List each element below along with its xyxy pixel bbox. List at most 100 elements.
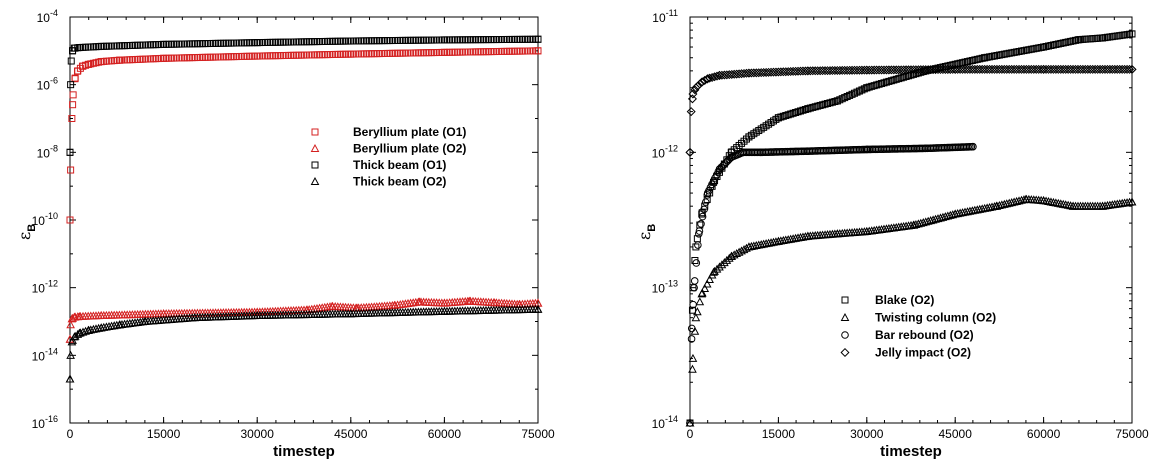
data-point (889, 65, 899, 75)
data-point (864, 65, 874, 75)
legend-label: Jelly impact (O2) (875, 346, 971, 360)
x-tick-label: 0 (67, 427, 74, 441)
data-point (78, 327, 88, 336)
data-point (688, 306, 696, 314)
data-point (805, 66, 815, 76)
data-point (1007, 198, 1017, 207)
data-point (687, 335, 696, 343)
data-point (732, 69, 742, 79)
data-point (1100, 64, 1110, 74)
data-point (1012, 64, 1022, 74)
data-point (1056, 64, 1066, 74)
data-point (764, 67, 774, 77)
data-point (976, 55, 984, 63)
data-point (1026, 64, 1036, 74)
data-point (1067, 37, 1075, 45)
data-point (791, 66, 801, 76)
data-point (695, 79, 705, 89)
data-point (987, 64, 997, 74)
data-point (776, 67, 786, 77)
y-tick-label: 10-11 (652, 8, 678, 25)
data-point (916, 218, 926, 227)
data-point (811, 103, 819, 111)
data-point (810, 66, 820, 76)
data-point (854, 65, 864, 75)
data-point (784, 111, 792, 119)
data-point (857, 65, 867, 75)
data-point (705, 274, 714, 283)
data-point (65, 374, 75, 383)
legend-marker (311, 128, 319, 136)
data-point (1012, 196, 1021, 205)
y-tick-label: 10-14 (32, 346, 58, 363)
data-point (533, 304, 543, 313)
data-point (1052, 40, 1060, 48)
data-point (962, 64, 972, 74)
data-point (68, 313, 77, 322)
data-point (756, 68, 766, 78)
data-point (695, 227, 704, 235)
data-point (848, 90, 856, 98)
data-point (777, 113, 785, 121)
data-point (705, 73, 715, 83)
data-point (1075, 64, 1085, 74)
data-point (692, 259, 701, 267)
data-point (1039, 64, 1049, 74)
data-point (968, 56, 976, 64)
data-point (837, 65, 847, 75)
data-point (874, 65, 884, 75)
data-point (1007, 64, 1017, 74)
data-point (1128, 30, 1136, 38)
data-point (992, 64, 1002, 74)
y-tick-label: 10-14 (652, 414, 678, 431)
data-point (1066, 64, 1076, 74)
data-point (826, 99, 834, 107)
y-tick-label: 10-12 (32, 279, 58, 296)
x-tick-label: 60000 (1027, 427, 1061, 441)
data-point (759, 68, 769, 78)
x-tick-label: 45000 (939, 427, 973, 441)
data-point (692, 81, 702, 91)
data-point (700, 205, 708, 214)
legend: Blake (O2) Twisting column (O2) Bar reboun… (840, 293, 996, 360)
x-tick-label: 75000 (521, 427, 555, 441)
data-point (687, 324, 696, 333)
data-point (975, 64, 985, 74)
data-point (1090, 64, 1100, 74)
legend-marker (841, 296, 849, 304)
data-point (692, 243, 700, 251)
data-point (771, 67, 781, 77)
data-point (697, 220, 705, 228)
y-axis-label: εB (15, 224, 38, 240)
data-point (746, 68, 756, 78)
data-point (686, 419, 694, 427)
data-point (894, 65, 904, 75)
data-point (534, 35, 542, 43)
data-point (809, 103, 817, 111)
data-point (855, 87, 863, 95)
data-point (766, 67, 776, 77)
data-point (697, 288, 707, 297)
data-point (836, 96, 844, 104)
data-point (995, 200, 1004, 209)
data-point (841, 94, 849, 102)
data-point (710, 72, 720, 82)
data-point (843, 93, 851, 101)
data-point (719, 70, 729, 80)
data-point (701, 202, 709, 210)
data-point (799, 106, 807, 114)
data-point (973, 55, 981, 63)
data-point (698, 212, 707, 221)
data-point (806, 104, 814, 112)
data-point (778, 67, 788, 77)
data-point (971, 56, 979, 64)
data-point (1036, 64, 1046, 74)
data-point (1054, 40, 1062, 48)
data-point (926, 216, 935, 225)
data-point (789, 109, 797, 117)
data-point (722, 70, 732, 80)
data-point (978, 54, 986, 62)
data-point (1073, 64, 1083, 74)
data-point (875, 80, 883, 88)
data-point (873, 81, 881, 89)
